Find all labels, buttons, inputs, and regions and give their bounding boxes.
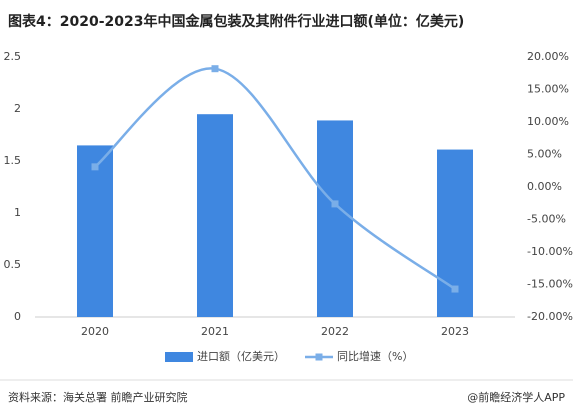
brand: @前瞻经济学人APP xyxy=(467,390,565,404)
x-tick-label: 2023 xyxy=(441,325,469,338)
bar xyxy=(317,120,353,317)
y2-tick-label: 15.00% xyxy=(527,83,569,96)
x-tick-label: 2021 xyxy=(201,325,229,338)
line-marker xyxy=(211,65,219,73)
legend-swatch xyxy=(315,353,323,361)
x-tick-label: 2022 xyxy=(321,325,349,338)
y2-tick-label: 10.00% xyxy=(527,115,569,128)
chart-title: 图表4：2020-2023年中国金属包装及其附件行业进口额(单位：亿美元) xyxy=(8,13,464,30)
legend-label: 同比增速（%） xyxy=(337,349,413,363)
legend-swatch xyxy=(165,352,193,362)
source: 资料来源：海关总署 前瞻产业研究院 xyxy=(8,390,188,404)
y-tick-label: 1.5 xyxy=(4,154,22,167)
y2-tick-label: -20.00% xyxy=(527,310,573,323)
y-tick-label: 1 xyxy=(14,206,21,219)
y2-tick-label: 5.00% xyxy=(527,148,562,161)
y2-tick-label: 20.00% xyxy=(527,50,569,63)
bar xyxy=(77,145,113,317)
y-tick-label: 2.5 xyxy=(4,50,22,63)
y2-tick-label: 0.00% xyxy=(527,180,562,193)
y2-tick-label: -10.00% xyxy=(527,245,573,258)
x-tick-label: 2020 xyxy=(81,325,109,338)
y-tick-label: 0.5 xyxy=(4,258,22,271)
y-tick-label: 0 xyxy=(14,310,21,323)
y-tick-label: 2 xyxy=(14,102,21,115)
line-marker xyxy=(451,285,459,293)
y2-tick-label: -5.00% xyxy=(527,213,566,226)
y2-tick-label: -15.00% xyxy=(527,278,573,291)
line-marker xyxy=(91,163,99,171)
line xyxy=(94,67,456,291)
bar xyxy=(197,114,233,317)
legend-label: 进口额（亿美元） xyxy=(197,350,285,363)
line-marker xyxy=(331,200,339,208)
